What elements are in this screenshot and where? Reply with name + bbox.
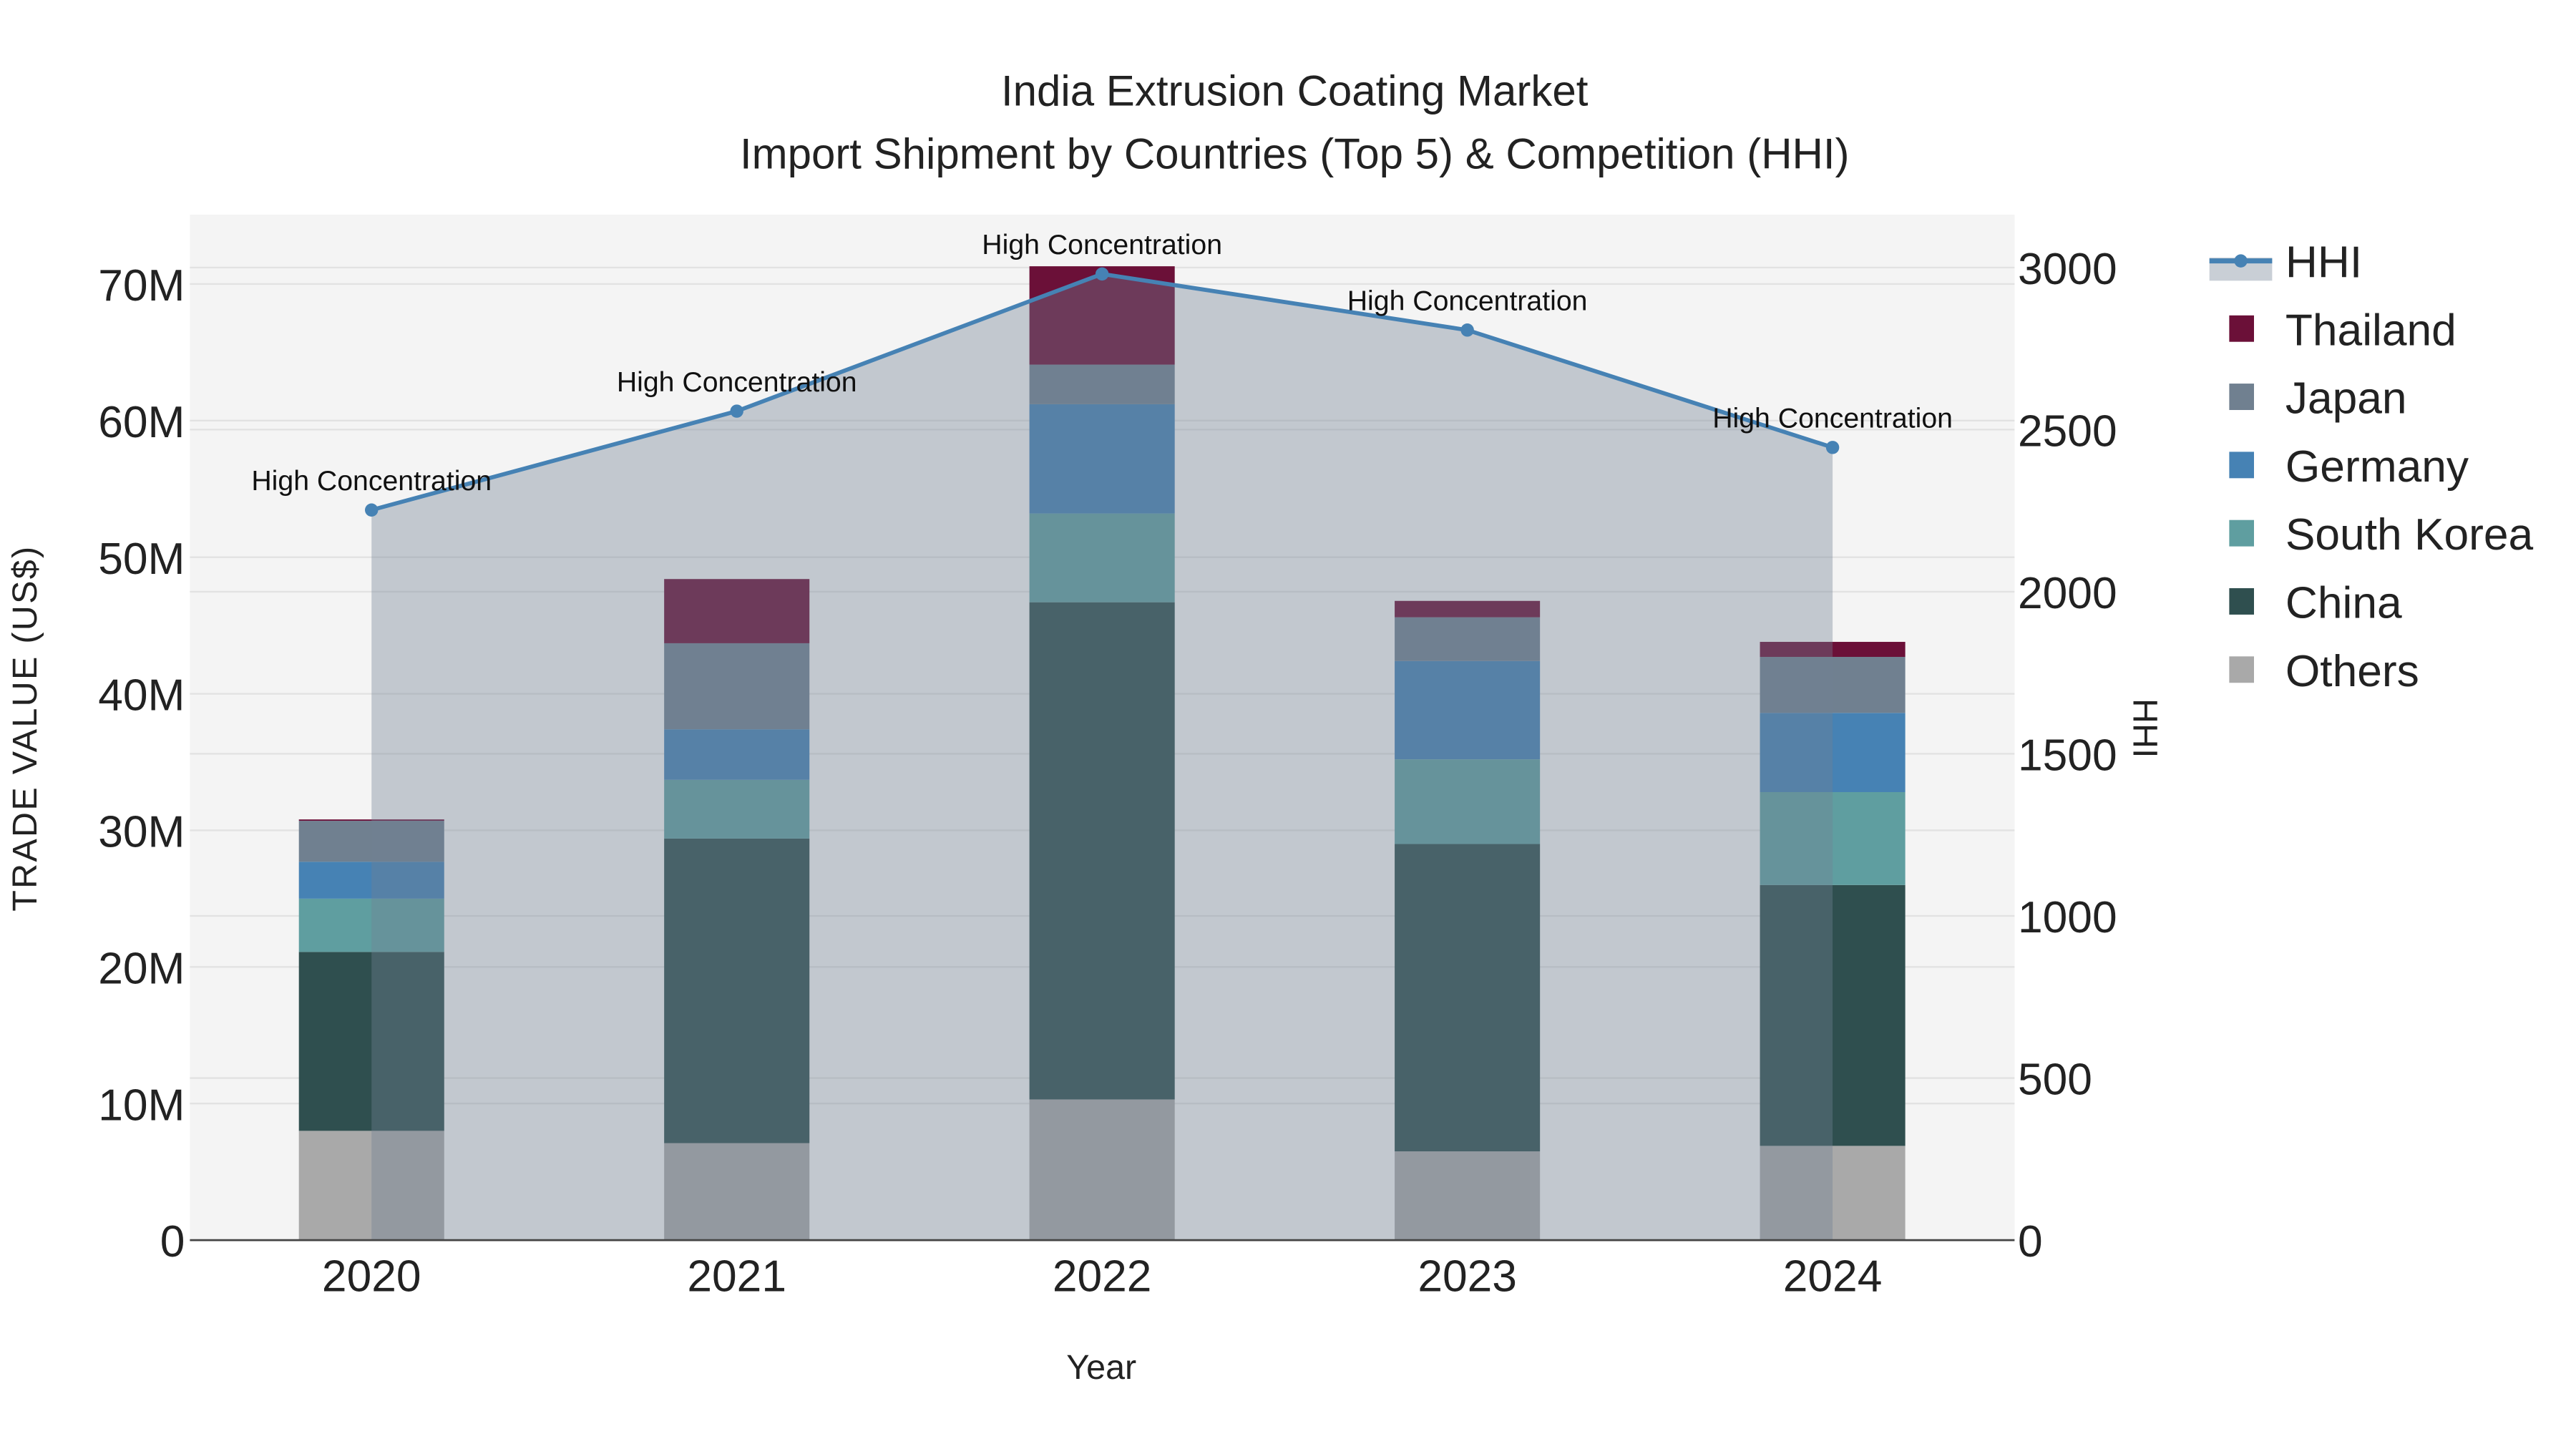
bar-others-2020 (298, 1131, 444, 1241)
y-tick-label: 60M (98, 398, 185, 447)
hhi-annotation: High Concentration (1712, 403, 1953, 434)
hhi-annotation: High Concentration (251, 465, 492, 497)
y-tick-label: 70M (98, 261, 185, 311)
hhi-area (371, 273, 1833, 1241)
chart-subtitle: Import Shipment by Countries (Top 5) & C… (740, 130, 1850, 177)
bar-japan-2021 (664, 643, 810, 730)
y2-tick-label: 3000 (2018, 245, 2117, 294)
y-tick-label: 0 (160, 1217, 185, 1267)
y2-tick-label: 2000 (2018, 569, 2117, 618)
hhi-point-2020 (365, 503, 379, 517)
bar-japan-2024 (1760, 657, 1906, 713)
bar-others-2021 (664, 1143, 810, 1241)
bar-germany-2024 (1760, 713, 1906, 792)
legend-swatch-germany (2229, 452, 2254, 479)
bar-japan-2023 (1395, 617, 1541, 661)
x-tick-label: 2021 (687, 1252, 786, 1302)
bar-germany-2023 (1395, 660, 1541, 760)
bar-germany-2020 (298, 862, 444, 899)
legend-label-germany: Germany (2285, 442, 2469, 492)
y2-tick-label: 2500 (2018, 406, 2117, 456)
hhi-annotation: High Concentration (982, 229, 1222, 260)
legend-swatch-others (2229, 656, 2254, 683)
hhi-annotation: High Concentration (617, 366, 857, 398)
legend-label-china: China (2285, 579, 2402, 628)
hhi-point-2023 (1460, 323, 1474, 337)
bar-south-korea-2021 (664, 779, 810, 839)
bar-thailand-2020 (298, 819, 444, 821)
y-tick-label: 10M (98, 1080, 185, 1130)
bar-south-korea-2022 (1029, 513, 1175, 602)
legend-swatch-japan (2229, 384, 2254, 410)
hhi-point-2022 (1095, 267, 1109, 281)
bar-thailand-2023 (1395, 600, 1541, 618)
hhi-annotation: High Concentration (1347, 286, 1588, 317)
legend-swatch-thailand (2229, 315, 2254, 342)
legend-label-south-korea: South Korea (2285, 510, 2534, 560)
bar-south-korea-2020 (298, 898, 444, 952)
legend-label-thailand: Thailand (2285, 306, 2457, 355)
bar-germany-2022 (1029, 404, 1175, 514)
y2-tick-label: 1500 (2018, 731, 2117, 781)
y-tick-label: 50M (98, 535, 185, 584)
y-tick-label: 20M (98, 944, 185, 993)
y-tick-label: 30M (98, 808, 185, 857)
bar-south-korea-2024 (1760, 791, 1906, 885)
x-tick-label: 2020 (322, 1252, 421, 1302)
bar-others-2024 (1760, 1146, 1906, 1241)
legend-label-hhi: HHI (2285, 238, 2362, 288)
bar-china-2023 (1395, 844, 1541, 1152)
chart-title: India Extrusion Coating Market (1001, 67, 1589, 115)
bar-south-korea-2023 (1395, 759, 1541, 844)
hhi-point-2021 (730, 404, 743, 418)
bar-others-2022 (1029, 1099, 1175, 1241)
legend-hhi-marker-icon (2234, 254, 2248, 268)
y2-tick-label: 1000 (2018, 893, 2117, 942)
y-axis-label: TRADE VALUE (US$) (6, 545, 44, 912)
bar-china-2022 (1029, 602, 1175, 1100)
y2-tick-label: 0 (2018, 1217, 2043, 1267)
x-tick-label: 2023 (1418, 1252, 1517, 1302)
bar-germany-2021 (664, 729, 810, 780)
legend-label-others: Others (2285, 647, 2419, 696)
bar-china-2024 (1760, 884, 1906, 1146)
bar-thailand-2021 (664, 579, 810, 643)
y-tick-label: 40M (98, 671, 185, 721)
legend-label-japan: Japan (2285, 374, 2407, 424)
y2-axis-label: HHI (2126, 698, 2165, 758)
y2-tick-label: 500 (2018, 1055, 2092, 1105)
bar-japan-2020 (298, 821, 444, 862)
x-tick-label: 2024 (1783, 1252, 1883, 1302)
bar-china-2021 (664, 838, 810, 1143)
x-tick-label: 2022 (1053, 1252, 1152, 1302)
legend-swatch-south-korea (2229, 519, 2254, 547)
bar-thailand-2024 (1760, 642, 1906, 658)
legend: HHI Thailand Japan Germany South Korea China O… (2209, 238, 2534, 696)
bar-china-2020 (298, 952, 444, 1131)
bar-others-2023 (1395, 1151, 1541, 1241)
bar-japan-2022 (1029, 364, 1175, 404)
x-axis-label: Year (1066, 1348, 1136, 1387)
hhi-point-2024 (1825, 441, 1840, 454)
legend-swatch-china (2229, 588, 2254, 615)
